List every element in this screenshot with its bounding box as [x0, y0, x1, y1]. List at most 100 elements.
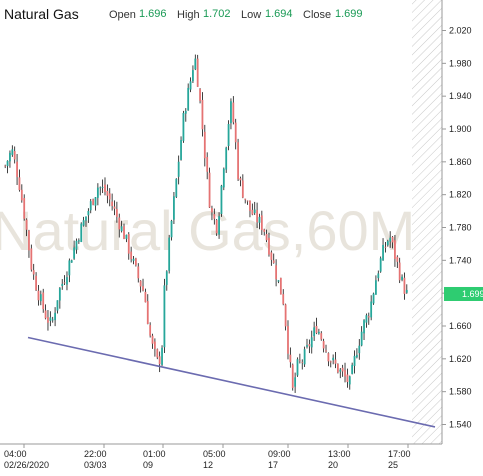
candle-down	[265, 233, 268, 241]
candle-up	[70, 260, 73, 263]
candle-up	[310, 337, 313, 348]
candle-down	[142, 286, 144, 291]
candle-up	[82, 220, 85, 226]
candle-down	[251, 209, 254, 215]
candle-down	[241, 180, 244, 198]
candle-down	[403, 277, 406, 294]
candle-up	[96, 187, 99, 198]
x-tick-time: 22:00	[84, 449, 107, 459]
candle-down	[260, 215, 263, 231]
x-tick-time: 04:00	[4, 449, 27, 459]
candle-down	[384, 246, 387, 248]
candle-up	[253, 209, 256, 214]
y-tick-label: 2.020	[449, 26, 472, 36]
candle-up	[58, 287, 61, 301]
y-tick-label: 1.580	[449, 387, 472, 397]
candle-down	[137, 266, 140, 279]
candle-up	[99, 187, 102, 189]
x-tick-date: 25	[388, 460, 398, 470]
candle-down	[279, 277, 282, 295]
open-label: Open	[109, 9, 136, 21]
y-tick-label: 1.900	[449, 124, 472, 134]
candle-down	[270, 252, 273, 260]
close-label: Close	[303, 9, 331, 21]
candle-down	[47, 317, 49, 323]
candle-down	[104, 184, 106, 192]
candle-up	[87, 210, 90, 216]
candle-down	[151, 335, 154, 344]
candle-up	[168, 237, 171, 271]
y-tick-label: 1.980	[449, 58, 472, 68]
candle-up	[51, 319, 54, 321]
last-price-label: 1.699	[462, 289, 483, 299]
candle-up	[77, 240, 80, 242]
support-trendline[interactable]	[27, 336, 436, 428]
candle-down	[237, 142, 239, 180]
candle-up	[351, 364, 354, 374]
candle-up	[184, 110, 187, 114]
candle-down	[130, 251, 133, 260]
candle-down	[344, 370, 346, 377]
candle-up	[163, 285, 166, 348]
candle-up	[401, 276, 403, 280]
candle-down	[92, 199, 95, 205]
y-tick-label: 1.540	[449, 420, 472, 430]
candle-down	[127, 234, 130, 254]
candle-down	[249, 200, 251, 211]
candle-down	[20, 189, 23, 201]
candle-down	[284, 304, 287, 327]
candle-down	[246, 200, 249, 202]
candle-down	[211, 208, 213, 213]
y-tick-label: 1.620	[449, 354, 472, 364]
candle-up	[339, 369, 342, 372]
candle-down	[13, 151, 16, 160]
candle-up	[386, 241, 389, 246]
candle-up	[348, 376, 351, 385]
x-tick-time: 05:00	[203, 449, 226, 459]
candle-down	[201, 99, 204, 130]
candle-up	[306, 345, 308, 347]
candle-up	[379, 258, 382, 272]
candle-down	[263, 229, 266, 232]
candle-down	[44, 310, 47, 319]
candle-down	[139, 280, 142, 287]
future-area-hatch	[412, 0, 442, 444]
x-tick-date: 03/03	[84, 460, 107, 470]
candle-down	[341, 367, 344, 372]
candle-down	[18, 177, 21, 191]
candle-down	[4, 165, 7, 167]
candle-up	[120, 226, 123, 232]
candle-down	[268, 237, 270, 255]
low-label: Low	[241, 9, 261, 21]
candle-up	[180, 140, 182, 160]
candle-down	[118, 217, 121, 230]
candle-down	[394, 240, 396, 259]
candle-down	[203, 131, 206, 159]
x-tick-time: 17:00	[388, 449, 411, 459]
candle-down	[396, 256, 399, 262]
candle-down	[239, 178, 242, 181]
candle-down	[149, 325, 152, 336]
candle-down	[115, 209, 118, 217]
candle-down	[320, 333, 323, 340]
candle-down	[308, 344, 311, 347]
candle-down	[16, 161, 18, 178]
candle-up	[75, 240, 78, 250]
candle-up	[220, 185, 223, 214]
candle-up	[66, 277, 68, 285]
y-tick-label: 1.820	[449, 190, 472, 200]
candle-up	[85, 216, 87, 221]
candle-down	[106, 190, 109, 196]
candle-down	[272, 260, 275, 263]
candle-down	[196, 58, 199, 87]
candle-up	[353, 355, 356, 366]
y-tick-label: 1.780	[449, 223, 472, 233]
candle-up	[175, 178, 178, 197]
candle-up	[225, 147, 228, 170]
candle-down	[108, 193, 111, 200]
candle-up	[296, 359, 299, 376]
candle-down	[256, 210, 258, 223]
candle-down	[275, 265, 278, 280]
candle-up	[68, 260, 71, 276]
